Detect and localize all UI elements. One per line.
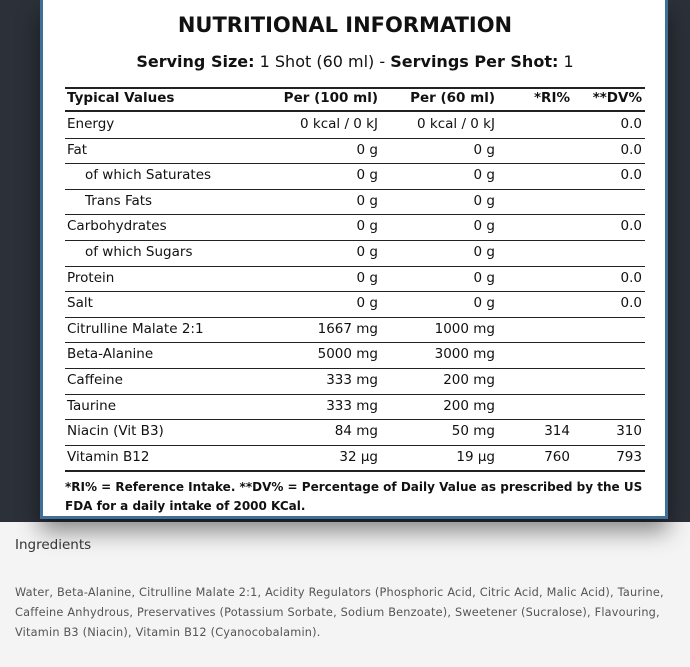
footnote: *RI% = Reference Intake. **DV% = Percent… (65, 480, 643, 513)
title: NUTRITIONAL INFORMATION (177, 13, 513, 37)
cell: 0 g (356, 269, 378, 286)
servings-label: Servings Per Shot: (390, 52, 559, 71)
row-rule (65, 214, 645, 216)
column-header: Per (60 ml) (410, 90, 495, 106)
row-label: of which Sugars (85, 244, 193, 260)
column-header: **DV% (592, 90, 642, 106)
cell: 19 µg (456, 448, 495, 465)
rule (65, 110, 645, 112)
column-header: Per (100 ml) (283, 90, 378, 106)
cell: 0 g (473, 218, 495, 235)
ingredients-text: Water, Beta-Alanine, Citrulline Malate 2… (15, 586, 664, 639)
cell: 0 g (473, 192, 495, 209)
column-header: Typical Values (67, 90, 175, 106)
row-rule (65, 368, 645, 369)
cell: 0.0 (620, 141, 642, 158)
cell: 50 mg (451, 423, 495, 440)
row-label: of which Saturates (85, 167, 212, 184)
cell: 0 g (356, 192, 378, 209)
servings-value: 1 (563, 52, 574, 71)
row-rule (65, 393, 645, 395)
cell: 200 mg (443, 372, 495, 388)
serving-size-label: Serving Size: (136, 52, 255, 71)
rule (65, 87, 645, 89)
row-label: Taurine (67, 397, 117, 414)
cell: 0.0 (620, 116, 642, 132)
row-rule (65, 419, 645, 421)
row-label: Caffeine (67, 372, 123, 388)
row-rule (65, 342, 645, 344)
row-label: Salt (67, 295, 93, 312)
cell: 760 (544, 448, 570, 465)
cell: 0 g (356, 295, 378, 312)
cell: 0 g (473, 244, 495, 260)
cell: 1667 mg (317, 320, 378, 337)
cell: 0 g (356, 167, 378, 184)
row-rule (65, 444, 645, 446)
cell: 793 (616, 448, 642, 465)
cell: 0 g (473, 295, 495, 312)
row-rule (65, 163, 645, 165)
cell: 333 mg (326, 372, 378, 388)
label-panel (40, 0, 668, 519)
row-label: Trans Fats (85, 192, 153, 209)
cell: 0 g (473, 167, 495, 184)
column-header: *RI% (533, 90, 570, 106)
cell: 0 kcal / 0 kJ (417, 116, 495, 132)
row-label: Vitamin B12 (67, 448, 150, 465)
cell: 0.0 (620, 167, 642, 184)
cell: 314 (544, 423, 570, 440)
row-label: Carbohydrates (67, 218, 167, 235)
row-label: Beta-Alanine (67, 346, 154, 363)
row-label: Energy (67, 116, 115, 132)
ingredients-title: Ingredients (15, 537, 92, 553)
cell: 0 g (356, 141, 378, 158)
row-label: Citrulline Malate 2:1 (67, 320, 204, 337)
cell: 333 mg (326, 397, 378, 414)
cell: 32 µg (339, 448, 378, 465)
cell: 0 g (356, 244, 378, 260)
cell: 84 mg (334, 423, 378, 440)
cell: 3000 mg (434, 346, 495, 363)
cell: 0 kcal / 0 kJ (300, 116, 378, 132)
cell: 0.0 (620, 269, 642, 286)
cell: 5000 mg (317, 346, 378, 363)
serving-line: Serving Size: 1 Shot (60 ml) - Servings … (0, 52, 690, 71)
row-label: Protein (67, 269, 115, 286)
cell: 1000 mg (434, 320, 495, 337)
cell: 200 mg (443, 397, 495, 414)
row-rule (65, 188, 645, 190)
row-rule (65, 316, 645, 318)
rule (65, 470, 645, 473)
cell: 0 g (473, 141, 495, 158)
cell: 0 g (356, 218, 378, 235)
row-label: Fat (67, 141, 88, 158)
row-rule (65, 265, 645, 267)
cell: 310 (616, 423, 642, 440)
serving-size-value: 1 Shot (60 ml) - (259, 52, 386, 71)
row-rule (65, 137, 645, 139)
row-label: Niacin (Vit B3) (67, 423, 164, 440)
row-rule (65, 240, 645, 241)
cell: 0.0 (620, 295, 642, 312)
cell: 0 g (473, 269, 495, 286)
row-rule (65, 291, 645, 293)
cell: 0.0 (620, 218, 642, 235)
